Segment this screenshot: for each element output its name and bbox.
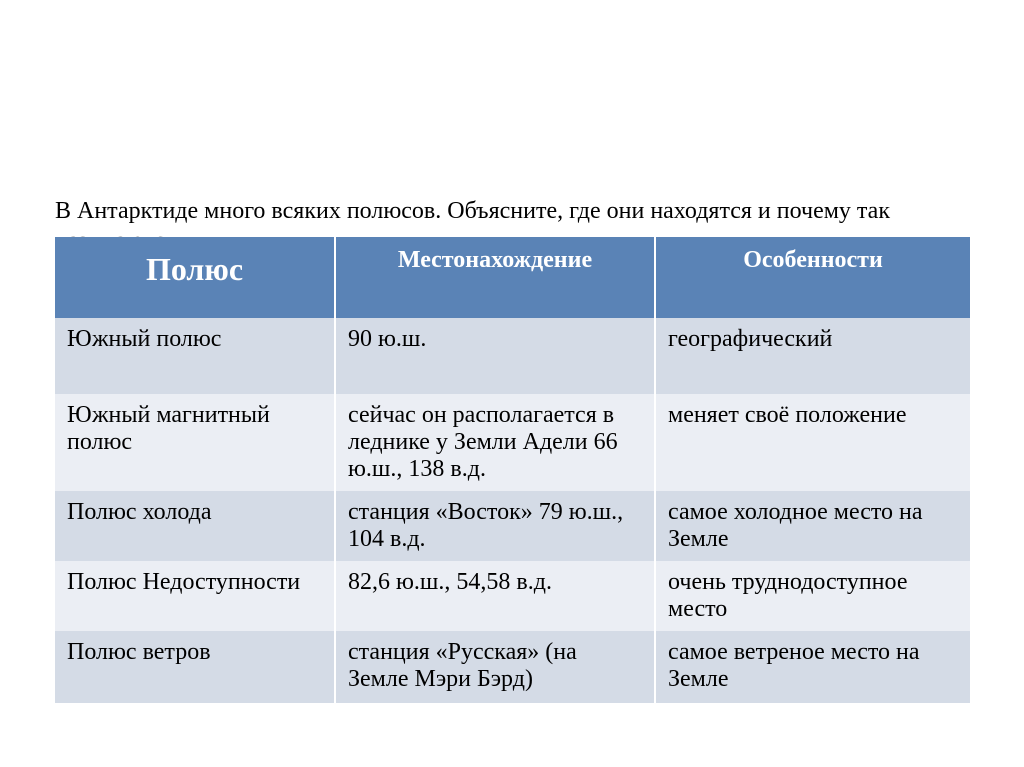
cell-location: сейчас он располагается в леднике у Земл… bbox=[335, 394, 655, 491]
table-row: Южный магнитный полюс сейчас он располаг… bbox=[55, 394, 970, 491]
cell-location: 90 ю.ш. bbox=[335, 318, 655, 394]
slide: В Антарктиде много всяких полюсов. Объяс… bbox=[0, 0, 1024, 767]
cell-feature: самое ветреное место на Земле bbox=[655, 631, 970, 703]
cell-feature: самое холодное место на Земле bbox=[655, 491, 970, 561]
col-header-feature: Особенности bbox=[655, 237, 970, 318]
cell-location: 82,6 ю.ш., 54,58 в.д. bbox=[335, 561, 655, 631]
col-header-location: Местонахождение bbox=[335, 237, 655, 318]
table-row: Полюс Недоступности 82,6 ю.ш., 54,58 в.д… bbox=[55, 561, 970, 631]
cell-feature: меняет своё положение bbox=[655, 394, 970, 491]
cell-pole: Полюс Недоступности bbox=[55, 561, 335, 631]
cell-pole: Южный полюс bbox=[55, 318, 335, 394]
table-row: Полюс ветров станция «Русская» (на Земле… bbox=[55, 631, 970, 703]
table-header-row: Полюс Местонахождение Особенности bbox=[55, 237, 970, 318]
cell-location: станция «Восток» 79 ю.ш., 104 в.д. bbox=[335, 491, 655, 561]
cell-pole: Южный магнитный полюс bbox=[55, 394, 335, 491]
cell-pole: Полюс холода bbox=[55, 491, 335, 561]
table-row: Полюс холода станция «Восток» 79 ю.ш., 1… bbox=[55, 491, 970, 561]
table-row: Южный полюс 90 ю.ш. географический bbox=[55, 318, 970, 394]
cell-location: станция «Русская» (на Земле Мэри Бэрд) bbox=[335, 631, 655, 703]
cell-feature: очень труднодоступное место bbox=[655, 561, 970, 631]
cell-feature: географический bbox=[655, 318, 970, 394]
cell-pole: Полюс ветров bbox=[55, 631, 335, 703]
col-header-pole: Полюс bbox=[55, 237, 335, 318]
poles-table: Полюс Местонахождение Особенности Южный … bbox=[55, 237, 970, 703]
